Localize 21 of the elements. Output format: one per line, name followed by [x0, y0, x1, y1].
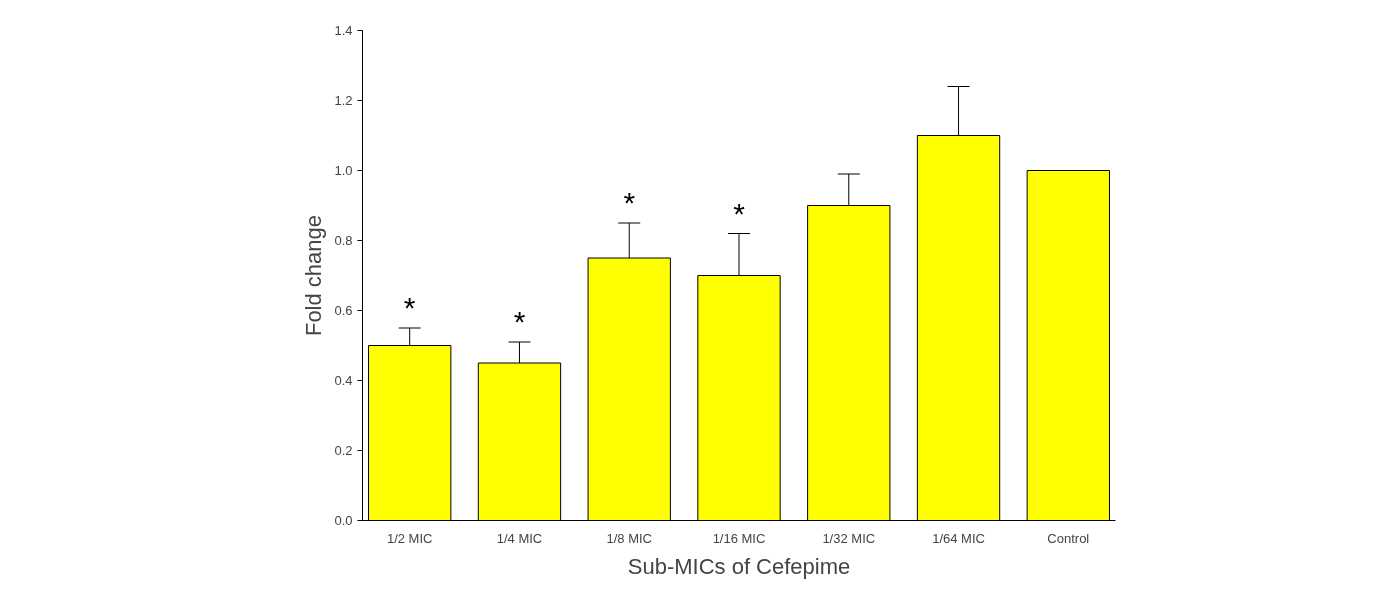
x-tick-label: 1/16 MIC: [712, 530, 766, 546]
y-tick-label: 0.8: [334, 233, 353, 248]
y-tick-label: 1.0: [334, 163, 353, 178]
x-tick-label: 1/8 MIC: [606, 530, 652, 546]
y-tick-label: 1.2: [334, 93, 353, 108]
annotation: *: [403, 291, 416, 324]
y-tick-label: 0.6: [334, 303, 353, 318]
x-tick-label: 1/32 MIC: [822, 530, 876, 546]
x-tick-label: 1/4 MIC: [496, 530, 543, 546]
annotation: *: [623, 186, 636, 219]
x-tick-label: 1/2 MIC: [386, 530, 433, 546]
y-tick-label: 0.0: [334, 513, 353, 528]
y-tick-label: 1.4: [334, 23, 353, 38]
y-axis-title: Fold change: [301, 214, 327, 337]
y-tick-label: 0.2: [334, 443, 353, 458]
annotation: *: [733, 196, 746, 230]
x-axis-title: Sub-MICs of Cefepime: [627, 553, 851, 579]
x-tick-label: 1/64 MIC: [932, 530, 985, 546]
annotation: *: [513, 305, 526, 338]
y-tick-label: 0.4: [334, 373, 353, 388]
x-tick-label: Control: [1047, 530, 1090, 546]
